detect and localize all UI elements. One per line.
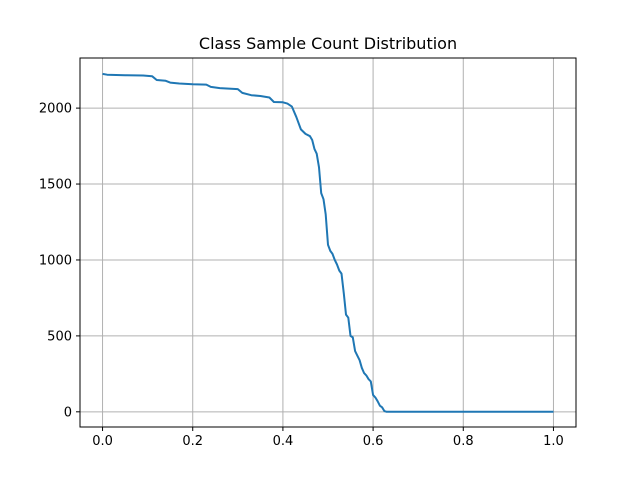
y-tick-label: 500 (47, 329, 72, 344)
x-tick-label: 0.8 (453, 434, 474, 449)
line-layer (102, 72, 554, 413)
chart-title: Class Sample Count Distribution (199, 34, 457, 53)
y-tick-label: 1000 (39, 253, 72, 268)
x-tick-label: 0.4 (273, 434, 294, 449)
x-tick-label: 0.6 (363, 434, 384, 449)
series-line (102, 72, 554, 413)
tick-layer: 0.0 0.2 0.4 0.6 0.8 1.0 0 500 1000 1500 2000 (39, 102, 564, 449)
plot-frame (79, 57, 577, 428)
y-tick-label: 1500 (39, 178, 72, 193)
y-tick-label: 0 (64, 405, 72, 420)
x-tick-label: 1.0 (543, 434, 564, 449)
y-tick-label: 2000 (39, 102, 72, 117)
x-tick-label: 0.0 (92, 434, 113, 449)
x-tick-label: 0.2 (182, 434, 203, 449)
grid-layer (80, 58, 576, 427)
